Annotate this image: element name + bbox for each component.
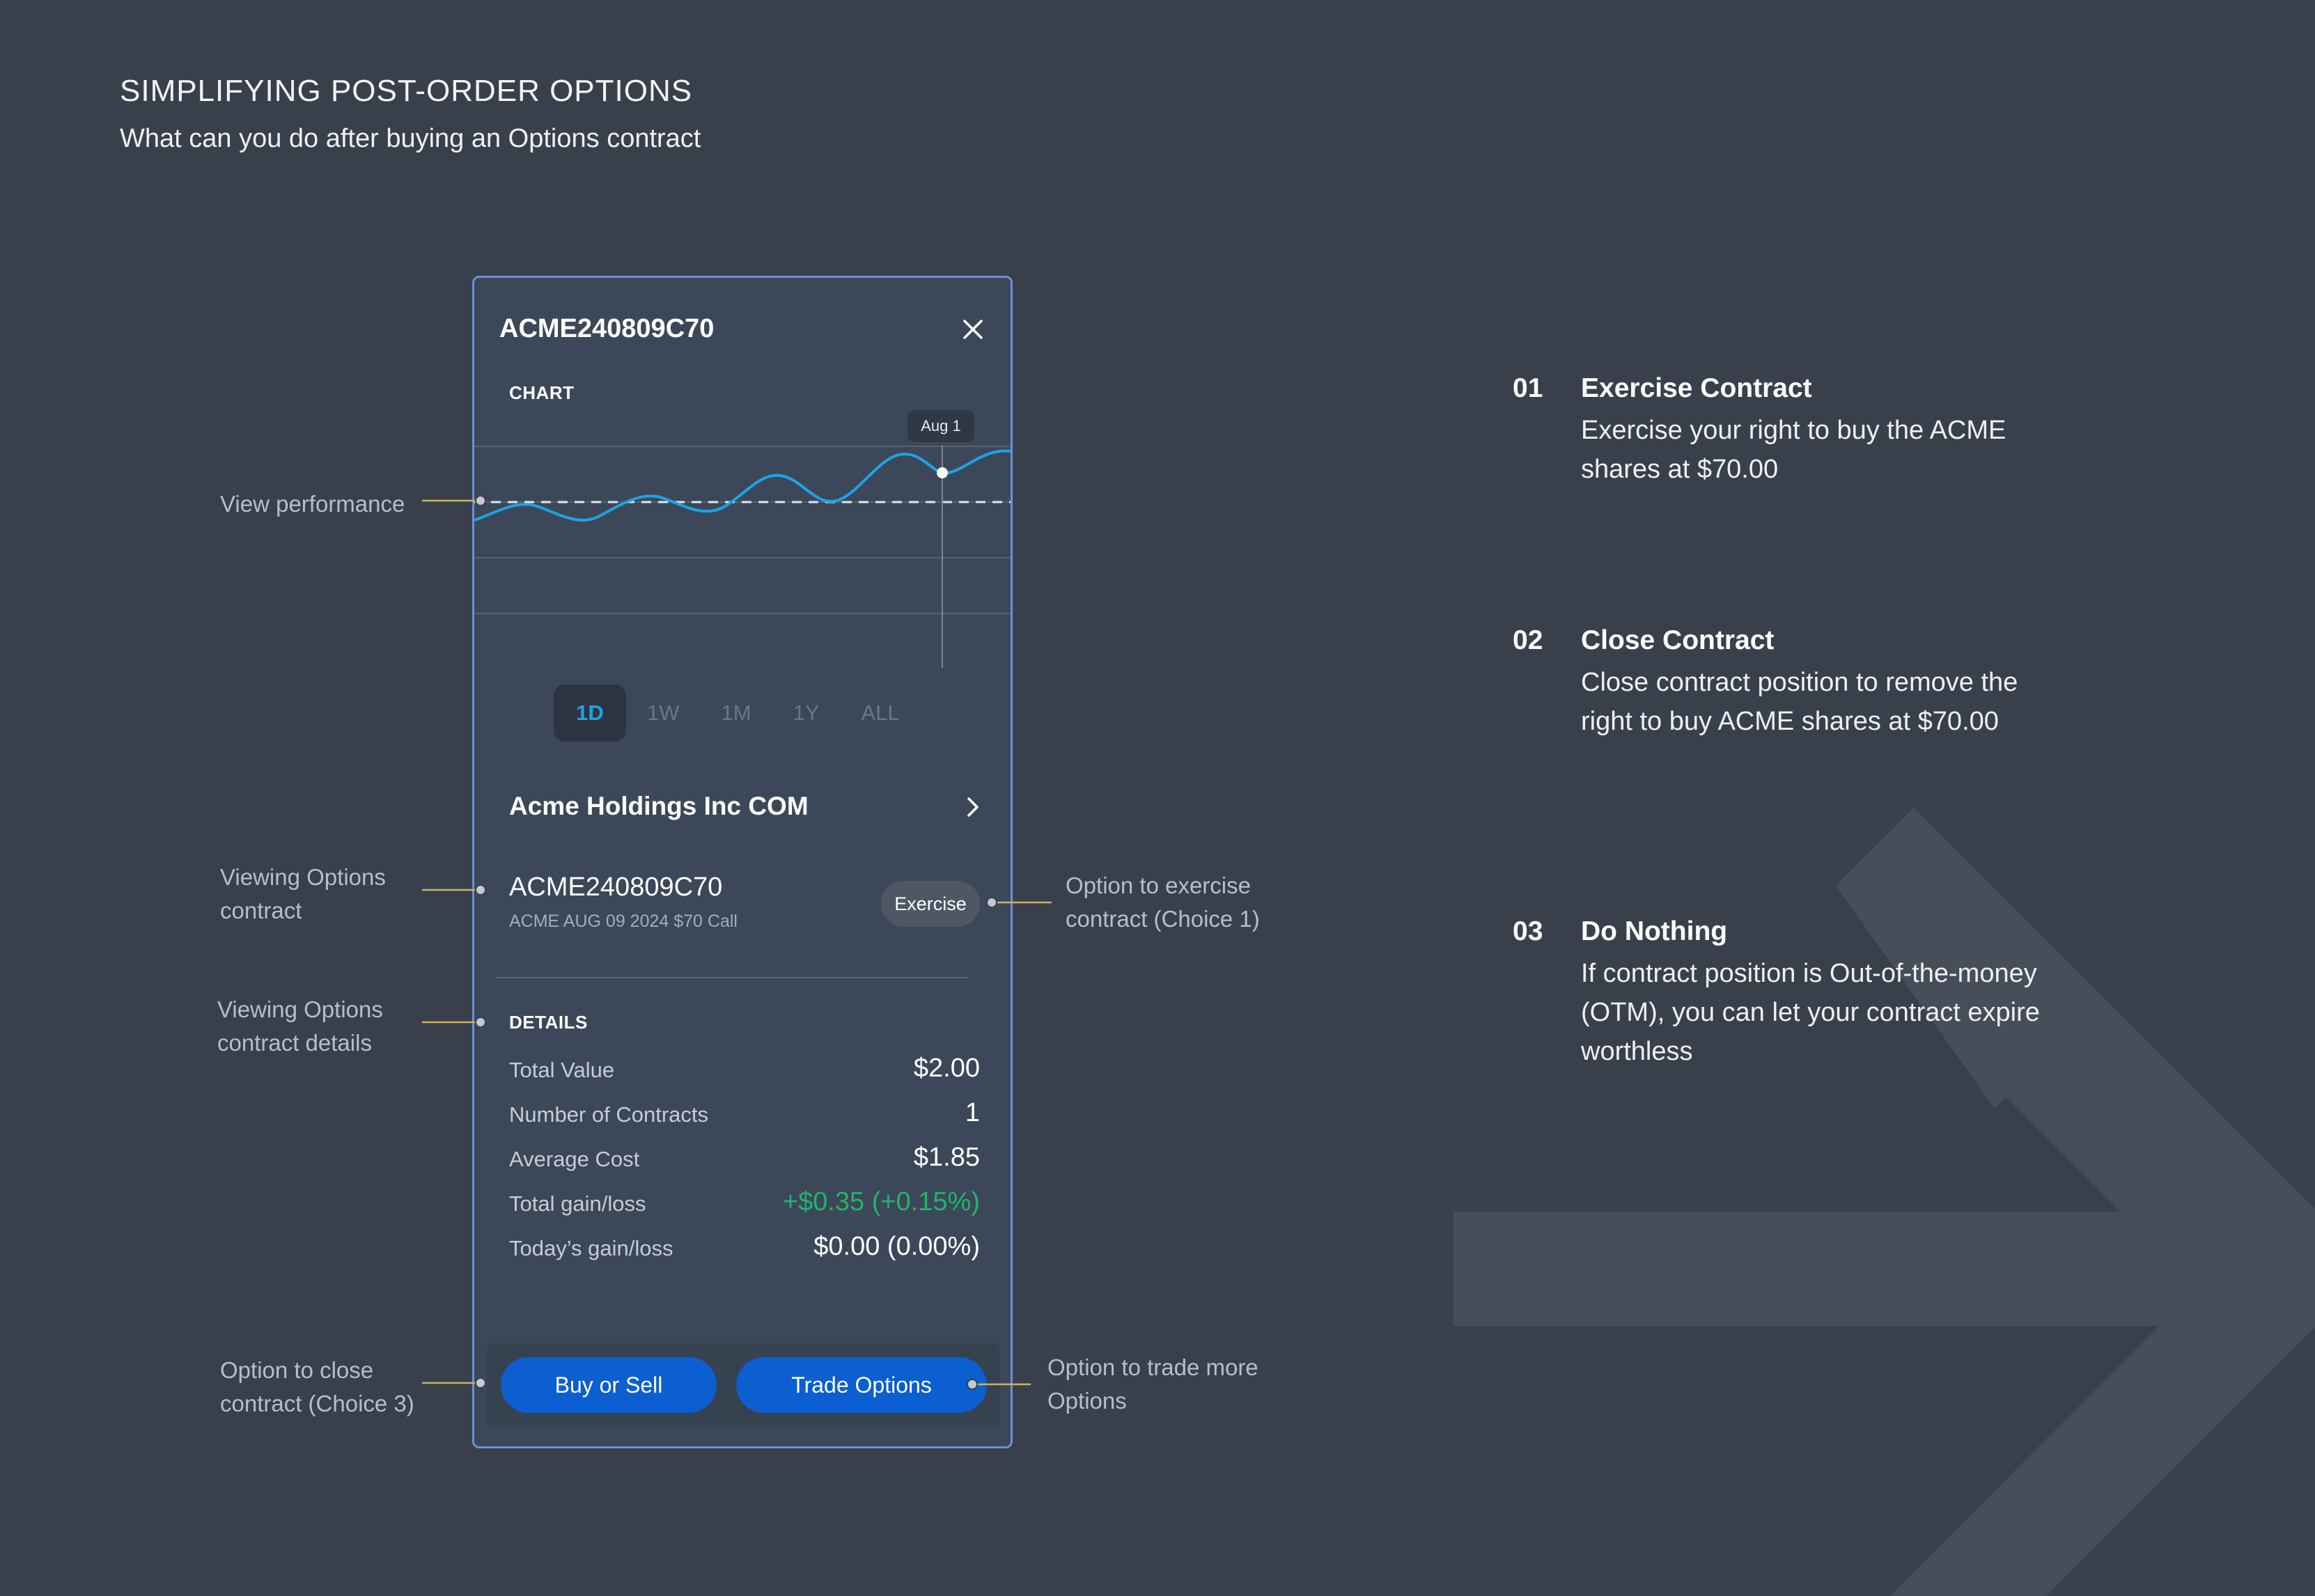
annotation-trade-more: Option to trade more Options xyxy=(1047,1351,1258,1418)
close-icon[interactable] xyxy=(962,318,984,341)
annotation-close-contract: Option to close contract (Choice 3) xyxy=(220,1354,414,1421)
annotation-text: contract (Choice 3) xyxy=(220,1391,414,1416)
annotation-text: Options xyxy=(1047,1388,1127,1414)
step-title: Close Contract xyxy=(1581,625,1775,655)
contract-description: ACME AUG 09 2024 $70 Call xyxy=(509,912,738,931)
detail-row-total-value: Total Value $2.00 xyxy=(509,1054,980,1088)
contract-detail-card: ACME240809C70 CHART Aug 1 1D 1W 1M 1Y AL… xyxy=(472,276,1013,1448)
buy-or-sell-button[interactable]: Buy or Sell xyxy=(501,1357,717,1413)
annotation-text: contract (Choice 1) xyxy=(1066,906,1260,932)
annotation-text: Viewing Options xyxy=(220,864,386,890)
step-description: Exercise your right to buy the ACME shar… xyxy=(1581,416,2006,484)
detail-label: Number of Contracts xyxy=(509,1102,708,1127)
detail-label: Total gain/loss xyxy=(509,1191,646,1216)
annotation-text: View performance xyxy=(220,491,405,517)
timeframe-all[interactable]: ALL xyxy=(861,701,900,725)
detail-row-average-cost: Average Cost $1.85 xyxy=(509,1143,980,1178)
timeframe-selector: 1D 1W 1M 1Y ALL xyxy=(554,684,921,742)
cursor-point xyxy=(937,467,948,478)
divider xyxy=(495,977,969,978)
step-description: If contract position is Out-of-the-money… xyxy=(1581,959,2040,1066)
chart-tooltip: Aug 1 xyxy=(907,410,974,442)
detail-row-todays-gain-loss: Today’s gain/loss $0.00 (0.00%) xyxy=(509,1232,980,1267)
annotation-text: Viewing Options xyxy=(217,996,383,1022)
timeframe-1m[interactable]: 1M xyxy=(721,701,751,725)
page-title: SIMPLIFYING POST-ORDER OPTIONS xyxy=(120,74,693,108)
company-row[interactable]: Acme Holdings Inc COM xyxy=(509,783,990,832)
step-number: 03 xyxy=(1513,916,1543,946)
annotation-text: Option to close xyxy=(220,1357,374,1383)
exercise-button[interactable]: Exercise xyxy=(881,881,980,927)
details-label: DETAILS xyxy=(509,1012,588,1033)
page-subtitle: What can you do after buying an Options … xyxy=(120,124,701,153)
detail-row-total-gain-loss: Total gain/loss +$0.35 (+0.15%) xyxy=(509,1187,980,1222)
detail-value: $1.85 xyxy=(913,1143,980,1172)
annotation-text: Option to exercise xyxy=(1066,873,1251,898)
timeframe-1d[interactable]: 1D xyxy=(554,684,626,742)
bottom-action-bar: Buy or Sell Trade Options xyxy=(487,1343,999,1427)
step-title: Exercise Contract xyxy=(1581,373,1812,403)
annotation-viewing-contract: Viewing Options contract xyxy=(220,861,386,928)
detail-value: $0.00 (0.00%) xyxy=(813,1232,980,1261)
contract-symbol: ACME240809C70 xyxy=(509,873,723,902)
annotation-viewing-details: Viewing Options contract details xyxy=(217,993,383,1060)
detail-value: +$0.35 (+0.15%) xyxy=(782,1187,980,1216)
detail-value: $2.00 xyxy=(913,1054,980,1083)
card-title: ACME240809C70 xyxy=(499,314,715,343)
detail-label: Average Cost xyxy=(509,1147,640,1171)
step-title: Do Nothing xyxy=(1581,916,1728,946)
chart-label: CHART xyxy=(509,382,575,403)
timeframe-1y[interactable]: 1Y xyxy=(793,701,820,725)
price-line xyxy=(474,449,1011,522)
step-number: 02 xyxy=(1513,625,1543,655)
chevron-right-icon xyxy=(967,797,979,817)
annotation-text: contract details xyxy=(217,1030,372,1056)
performance-chart[interactable] xyxy=(474,403,1013,668)
timeframe-1w[interactable]: 1W xyxy=(647,701,680,725)
annotation-view-performance: View performance xyxy=(220,487,405,521)
annotation-text: contract xyxy=(220,898,302,923)
step-description: Close contract position to remove the ri… xyxy=(1581,668,2018,736)
step-number: 01 xyxy=(1513,373,1543,403)
trade-options-button[interactable]: Trade Options xyxy=(736,1357,987,1413)
annotation-exercise: Option to exercise contract (Choice 1) xyxy=(1066,869,1260,936)
detail-value: 1 xyxy=(965,1098,980,1127)
detail-label: Total Value xyxy=(509,1058,615,1082)
detail-row-number-of-contracts: Number of Contracts 1 xyxy=(509,1098,980,1133)
detail-label: Today’s gain/loss xyxy=(509,1236,673,1260)
annotation-text: Option to trade more xyxy=(1047,1354,1258,1380)
company-name: Acme Holdings Inc COM xyxy=(509,792,809,820)
